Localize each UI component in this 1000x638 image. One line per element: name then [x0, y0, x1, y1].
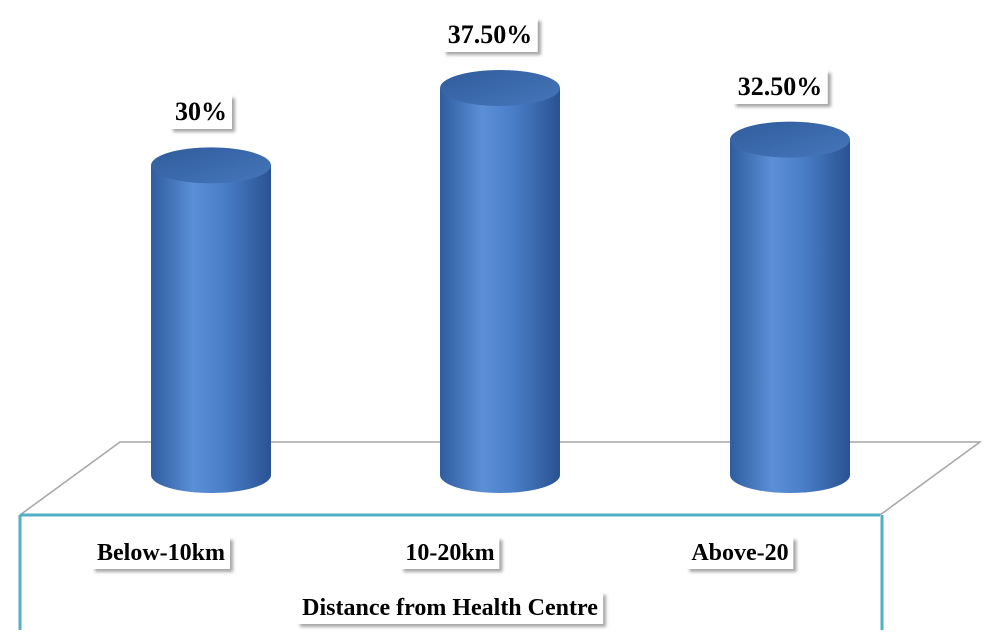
bar-top [151, 147, 271, 184]
data-label: 32.50% [732, 69, 828, 104]
bar-series [151, 70, 850, 493]
bar-body [151, 165, 271, 493]
bar-below-10km [151, 147, 271, 493]
bar-body [730, 139, 850, 493]
category-label: Above-20 [686, 537, 794, 569]
data-label: 30% [170, 95, 232, 130]
category-label: 10-20km [400, 537, 500, 569]
bar-top [730, 121, 850, 158]
category-axis-frame [18, 513, 884, 630]
bar-10-20km [440, 70, 560, 493]
category-label: Below-10km [92, 537, 230, 569]
bar-top [440, 70, 560, 106]
x-axis-title: Distance from Health Centre [297, 592, 603, 624]
data-label: 37.50% [442, 18, 538, 52]
bar-body [440, 88, 560, 493]
bar-above-20 [730, 121, 850, 493]
